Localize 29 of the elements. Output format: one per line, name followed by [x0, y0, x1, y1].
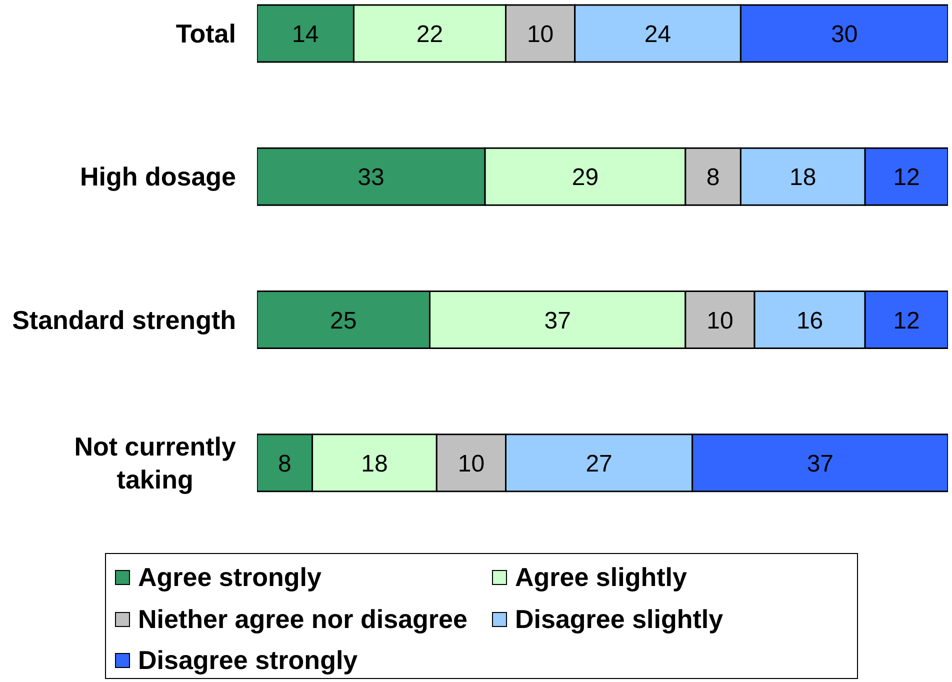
data-label: 37 [806, 450, 834, 478]
data-label: 27 [586, 450, 612, 478]
y-tick-label: Standard strength [12, 304, 236, 335]
data-label: 16 [796, 307, 824, 334]
data-label: 29 [572, 164, 599, 192]
data-label: 10 [526, 21, 554, 48]
data-label: 8 [706, 164, 720, 192]
data-label: 8 [278, 450, 292, 478]
y-tick-label: Not currently taking [74, 431, 237, 494]
legend-label: Disagree strongly [138, 645, 358, 676]
y-tick-label: High dosage [80, 162, 236, 192]
y-tick-label: Total [176, 18, 236, 49]
data-label: 25 [330, 307, 357, 334]
legend-label: Agree strongly [138, 562, 322, 594]
data-label: 14 [292, 21, 319, 48]
data-label: 12 [893, 307, 920, 334]
data-label: 18 [361, 450, 388, 478]
data-label: 10 [706, 307, 734, 334]
data-label: 30 [831, 21, 858, 48]
data-label: 18 [790, 164, 816, 192]
data-label: 10 [458, 450, 485, 478]
legend-label: Disagree slightly [515, 604, 724, 635]
data-label: 37 [544, 307, 571, 334]
data-label: 24 [644, 21, 672, 48]
legend-label: Niether agree nor disagree [138, 604, 468, 635]
data-label: 22 [416, 21, 444, 48]
data-label: 33 [358, 164, 384, 192]
data-label: 12 [893, 164, 920, 192]
legend-label: Agree slightly [515, 562, 687, 594]
